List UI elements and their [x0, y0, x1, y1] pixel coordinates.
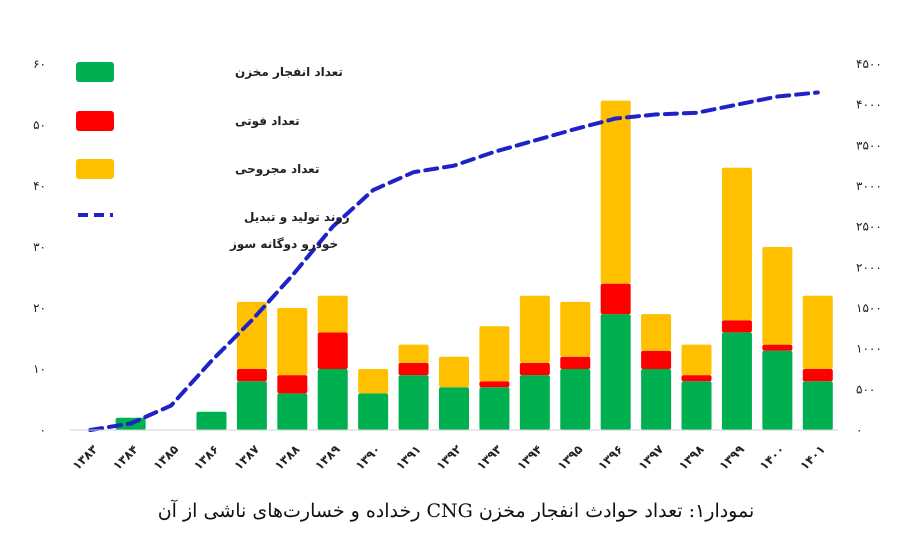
y-left-tick: ۱۰: [33, 362, 46, 376]
bar-2-13: [600, 100, 631, 284]
y-right-tick: ۲۰۰۰: [856, 260, 882, 274]
y-left-tick: ۵۰: [33, 118, 46, 132]
bar-2-4: [236, 301, 267, 369]
chart-caption: نمودار۱: تعداد حوادث انفجار مخزن CNG رخد…: [157, 500, 755, 522]
bar-2-5: [277, 308, 308, 376]
bar-1-5: [277, 375, 308, 394]
bar-0-4: [236, 381, 267, 430]
bar-1-10: [479, 381, 510, 388]
bars-group: [115, 100, 833, 430]
bar-0-16: [721, 332, 752, 430]
y-right-tick: ۳۵۰۰: [856, 138, 882, 152]
bar-0-9: [439, 387, 469, 430]
x-tick-label: ۱۳۹۸: [676, 442, 707, 473]
trend-line: [88, 90, 820, 432]
bar-0-5: [277, 393, 308, 430]
bar-2-14: [641, 314, 672, 351]
x-tick-label: ۱۳۹۱: [393, 442, 424, 473]
x-tick-label: ۱۳۹۰: [353, 442, 384, 473]
x-tick-label: ۱۳۸۹: [312, 442, 343, 473]
bar-1-16: [721, 320, 752, 333]
bar-1-18: [802, 369, 833, 382]
y-right-tick: ۱۵۰۰: [856, 301, 882, 315]
bar-0-13: [600, 314, 631, 430]
bar-1-13: [600, 283, 631, 315]
bar-2-12: [560, 301, 591, 357]
bar-0-11: [519, 375, 550, 430]
x-tick-label: ۱۳۸۸: [272, 442, 303, 473]
bar-0-6: [317, 369, 348, 430]
x-tick-label: ۱۳۹۲: [434, 442, 465, 473]
bar-1-14: [641, 350, 672, 369]
y-left-tick: ۴۰: [33, 179, 46, 193]
bar-0-7: [358, 393, 389, 430]
bar-2-16: [721, 167, 752, 321]
bar-1-6: [317, 332, 348, 369]
bar-1-17: [762, 344, 793, 351]
legend-label-1: تعداد فوتی: [235, 114, 300, 129]
bar-0-12: [560, 369, 591, 430]
bar-1-4: [236, 369, 267, 382]
bar-1-11: [519, 362, 550, 376]
y-left-tick: ۶۰: [33, 57, 46, 71]
bar-1-15: [681, 375, 712, 382]
bar-0-8: [398, 375, 429, 430]
legend-label-line: روند تولید و تبدیل: [244, 210, 350, 225]
y-right-tick: ۵۰۰: [856, 382, 875, 396]
x-tick-label: ۱۳۸۶: [191, 442, 222, 473]
bar-2-6: [317, 295, 348, 333]
trend-line-group: [88, 90, 820, 432]
legend-swatch-2: [76, 159, 114, 179]
legend-swatch-0: [76, 62, 114, 82]
legend-label-line-2: خودرو دوگانه سوز: [229, 237, 338, 252]
y-left-tick: ۰: [40, 423, 46, 437]
bar-2-17: [762, 247, 793, 345]
y-left-tick: ۲۰: [33, 301, 46, 315]
x-tick-label: ۱۳۹۵: [555, 442, 586, 473]
x-tick-label: ۱۳۹۹: [716, 442, 747, 473]
y-right-tick: ۱۰۰۰: [856, 342, 882, 356]
x-tick-label: ۱۳۹۴: [514, 442, 545, 473]
y-right-tick: ۴۰۰۰: [856, 98, 882, 112]
bar-2-8: [398, 344, 429, 363]
x-tick-label: ۱۳۹۶: [595, 442, 626, 473]
bar-2-9: [439, 356, 469, 388]
x-tick-label: ۱۳۸۴: [110, 442, 141, 473]
bar-0-14: [641, 369, 672, 430]
y-right-tick: ۲۵۰۰: [856, 220, 882, 234]
y-right-tick: ۳۰۰۰: [856, 179, 882, 193]
bar-2-7: [358, 369, 389, 394]
x-tick-label: ۱۳۹۷: [636, 442, 667, 473]
chart: ۰ ۱۰ ۲۰ ۳۰ ۴۰ ۵۰ ۶۰ ۰ ۵۰۰ ۱۰۰۰ ۱۵۰۰ ۲۰۰۰ ۲۵۰۰ ۳۰۰۰ ۳۵۰…: [33, 57, 882, 473]
bar-1-8: [398, 362, 429, 376]
y-right-tick: ۴۵۰۰: [856, 57, 882, 71]
legend-label-2: تعداد مجروحی: [235, 162, 319, 177]
bar-2-11: [519, 295, 550, 363]
bar-0-18: [802, 381, 833, 430]
bar-0-15: [681, 381, 712, 430]
x-tick-label: ۱۳۹۳: [474, 442, 505, 473]
x-tick-label: ۱۴۰۱: [797, 442, 828, 473]
legend-swatch-1: [76, 111, 114, 131]
bar-0-10: [479, 387, 510, 430]
bar-0-3: [196, 411, 227, 430]
legend: تعداد انفجار مخزن تعداد فوتی تعداد مجروحی ر…: [76, 62, 350, 252]
bar-2-15: [681, 344, 712, 376]
bar-2-10: [479, 326, 510, 382]
y-left-tick: ۳۰: [33, 240, 46, 254]
y-right-tick: ۰: [856, 423, 862, 437]
bar-1-12: [560, 356, 591, 369]
legend-label-0: تعداد انفجار مخزن: [235, 65, 343, 79]
bar-2-18: [802, 295, 833, 369]
x-tick-label: ۱۴۰۰: [757, 442, 788, 473]
x-tick-label: ۱۳۸۵: [151, 442, 182, 473]
x-tick-label: ۱۳۸۳: [70, 442, 101, 473]
x-tick-label: ۱۳۸۷: [231, 442, 262, 473]
bar-0-17: [762, 350, 793, 430]
